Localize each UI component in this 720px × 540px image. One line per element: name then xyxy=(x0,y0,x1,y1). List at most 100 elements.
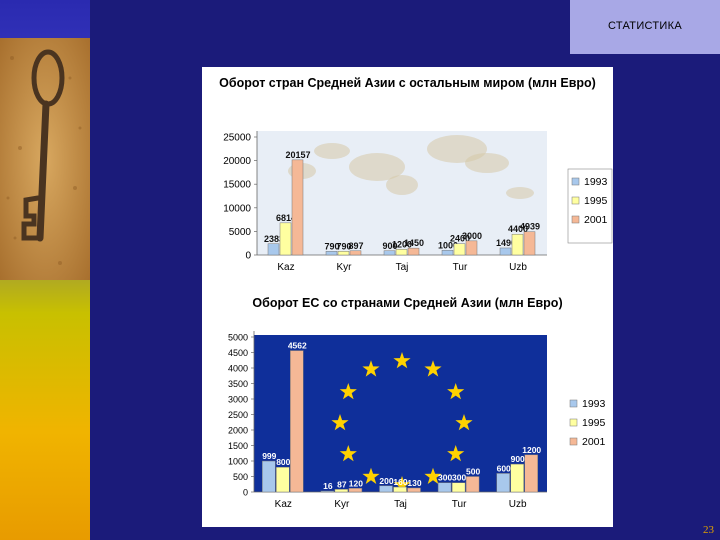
bar-value-label: 500 xyxy=(466,467,480,477)
legend: 1993 1995 2001 xyxy=(567,168,613,244)
bar-value-label: 300 xyxy=(452,473,466,483)
legend-label: 2001 xyxy=(582,436,606,448)
y-tick-label: 4500 xyxy=(228,348,248,358)
bar-1995 xyxy=(511,233,524,256)
y-tick-label: 0 xyxy=(245,251,251,262)
bar-2001 xyxy=(524,454,538,493)
bar-value-label: 3000 xyxy=(462,231,482,241)
eu-star-icon xyxy=(447,383,465,400)
legend-label: 1995 xyxy=(582,417,606,429)
bar-value-label: 200 xyxy=(379,476,393,486)
bar-2001 xyxy=(349,250,362,256)
bar-1995 xyxy=(279,222,292,256)
y-tick-label: 500 xyxy=(233,472,248,482)
x-tick-label: Kaz xyxy=(275,499,292,510)
legend-swatch xyxy=(569,418,578,427)
bar-value-label: 160 xyxy=(393,477,407,487)
eu-star-icon xyxy=(424,360,442,377)
legend-swatch xyxy=(571,196,580,205)
eu-star-icon xyxy=(447,445,465,462)
y-tick-label: 5000 xyxy=(229,227,252,238)
eu-star-icon xyxy=(424,467,442,484)
y-tick-label: 20000 xyxy=(223,156,251,167)
chart-panel-world: Оборот стран Средней Азии с остальным ми… xyxy=(202,67,613,289)
eu-star-icon xyxy=(393,476,411,493)
bar-value-label: 16 xyxy=(323,481,333,491)
legend-swatch xyxy=(569,437,578,446)
x-tick-label: Uzb xyxy=(509,499,527,510)
bar-2001 xyxy=(465,476,480,493)
eu-star-icon xyxy=(339,383,357,400)
bar-1993 xyxy=(437,482,452,493)
y-tick-label: 4000 xyxy=(228,364,248,374)
bar-1993 xyxy=(262,460,276,493)
bar-value-label: 897 xyxy=(348,241,363,251)
y-tick-label: 1000 xyxy=(228,457,248,467)
bar-1995 xyxy=(451,482,466,493)
eu-star-icon xyxy=(455,414,473,431)
bar-1995 xyxy=(276,466,290,493)
eu-star-icon xyxy=(331,414,349,431)
y-tick-label: 2500 xyxy=(228,410,248,420)
y-tick-label: 3000 xyxy=(228,395,248,405)
bar-value-label: 1490 xyxy=(496,238,516,248)
legend-label: 1993 xyxy=(582,398,606,410)
bar-1995 xyxy=(337,251,350,256)
legend-swatch xyxy=(569,399,578,408)
bar-value-label: 1200 xyxy=(392,239,412,249)
bar-value-label: 120 xyxy=(349,478,363,488)
x-tick-label: Kaz xyxy=(277,262,294,273)
bar-2001 xyxy=(291,159,304,256)
legend-swatch xyxy=(571,177,580,186)
legend-label: 1995 xyxy=(584,195,608,207)
bar-value-label: 1450 xyxy=(404,238,424,248)
bar-1993 xyxy=(267,243,280,256)
x-tick-label: Tur xyxy=(453,262,468,273)
bar-2001 xyxy=(407,247,420,256)
bar-value-label: 20157 xyxy=(285,150,310,160)
chart-title-eu: Оборот ЕС со странами Средней Азии (млн … xyxy=(252,296,563,310)
bar-value-label: 999 xyxy=(262,451,276,461)
bar-value-label: 4939 xyxy=(520,222,540,232)
bar-2001 xyxy=(407,487,421,493)
y-tick-label: 10000 xyxy=(223,203,251,214)
bar-value-label: 900 xyxy=(382,241,397,251)
bar-1995 xyxy=(393,486,407,493)
eu-star-icon xyxy=(362,467,380,484)
eu-star-icon xyxy=(393,352,411,369)
x-tick-label: Tur xyxy=(452,499,467,510)
bar-1993 xyxy=(383,250,396,256)
chart-panel-eu: Оборот ЕС со странами Средней Азии (млн … xyxy=(202,289,613,527)
bar-1995 xyxy=(334,489,349,493)
bar-1995 xyxy=(453,243,466,256)
x-tick-label: Uzb xyxy=(509,262,527,273)
x-tick-label: Taj xyxy=(396,262,409,273)
bar-value-label: 900 xyxy=(511,454,525,464)
bar-1995 xyxy=(510,463,524,493)
chart-title-world: Оборот стран Средней Азии с остальным ми… xyxy=(219,76,596,90)
bar-value-label: 2400 xyxy=(450,234,470,244)
header-box: СТАТИСТИКА xyxy=(570,0,720,54)
bar-value-label: 790 xyxy=(324,241,339,251)
eu-trade-chart: 0 500 1000 1500 2000 2500 3000 3500 4000 4500 5000… xyxy=(228,331,606,510)
y-tick-label: 1500 xyxy=(228,441,248,451)
legend-label: 2001 xyxy=(584,214,608,226)
y-tick-label: 25000 xyxy=(223,133,251,144)
eu-star-icon xyxy=(339,445,357,462)
bar-2001 xyxy=(523,231,536,256)
bar-value-label: 6814 xyxy=(276,213,296,223)
bar-value-label: 2383 xyxy=(264,234,284,244)
bar-value-label: 4400 xyxy=(508,224,528,234)
antique-key-image xyxy=(0,38,90,280)
bar-value-label: 4562 xyxy=(288,341,307,351)
legend-swatch xyxy=(571,215,580,224)
x-tick-label: Kyr xyxy=(337,262,353,273)
y-tick-label: 2000 xyxy=(228,426,248,436)
world-map-background xyxy=(257,131,547,255)
bar-value-label: 790 xyxy=(336,241,351,251)
bar-2001 xyxy=(290,350,304,493)
bar-1993 xyxy=(379,485,393,493)
bar-1993 xyxy=(496,473,510,493)
bar-value-label: 1200 xyxy=(522,445,541,455)
y-tick-label: 5000 xyxy=(228,333,248,343)
